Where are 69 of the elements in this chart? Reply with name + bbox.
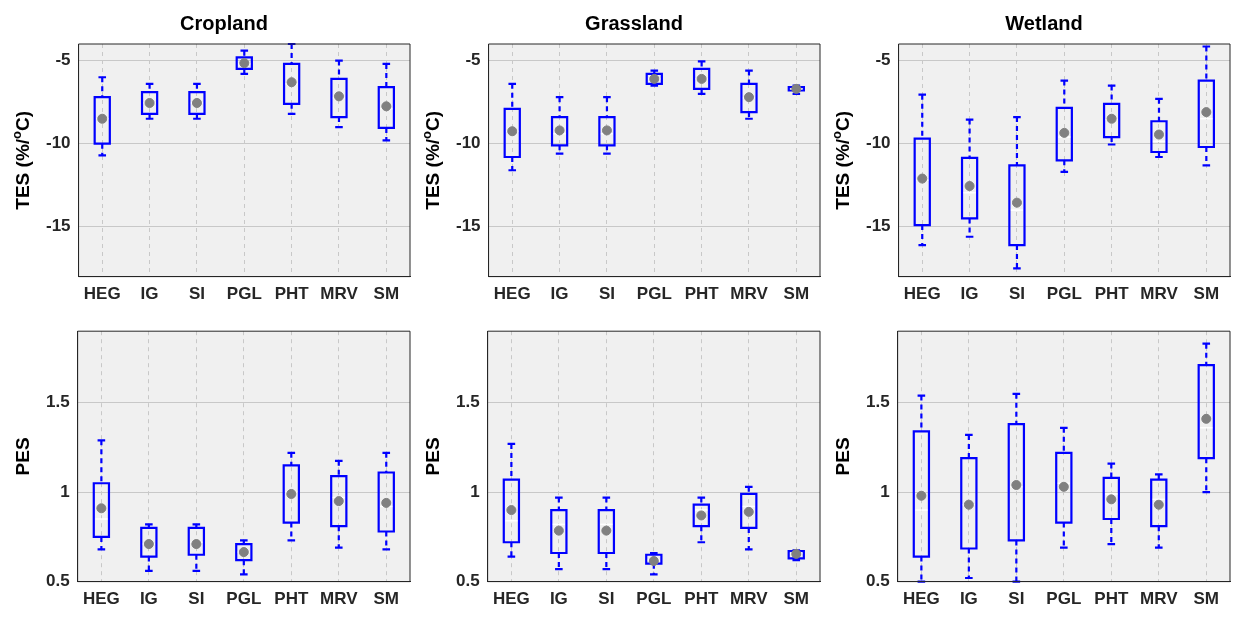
x-tick-label: SM	[373, 589, 400, 609]
y-tick-label: 1	[60, 481, 70, 501]
y-tick-label: 1	[880, 481, 890, 501]
y-tick-label: 1	[470, 481, 480, 501]
x-tick-label: HEG	[903, 284, 941, 304]
x-tick-label: PHT	[684, 284, 720, 304]
x-tick-label: IG	[959, 589, 978, 609]
x-tick-label: HEG	[492, 589, 530, 609]
x-tick-label: SM	[783, 589, 810, 609]
x-tick-label: SI	[598, 284, 615, 304]
y-tick-label: -15	[455, 216, 481, 236]
x-tick-label: SM	[1193, 589, 1220, 609]
x-tick-label: PHT	[684, 589, 719, 609]
y-axis-title: PES	[422, 437, 444, 476]
x-tick-label: PGL	[1046, 284, 1082, 304]
x-tick-label: IG	[139, 589, 158, 609]
x-tick-label: PHT	[274, 589, 309, 609]
x-tick-label: PGL	[636, 284, 672, 304]
y-tick-label: -15	[45, 216, 71, 236]
x-tick-label: IG	[549, 589, 568, 609]
x-tick-label: SI	[598, 589, 615, 609]
x-tick-label: MRV	[730, 284, 769, 304]
x-tick-label: PHT	[1094, 284, 1130, 304]
y-tick-label: -5	[875, 50, 891, 70]
x-tick-label: SM	[1193, 284, 1220, 304]
y-axis-title: PES	[12, 437, 34, 476]
y-tick-label: -5	[55, 50, 71, 70]
x-tick-label: SI	[1008, 589, 1025, 609]
y-axis-title: TES (%/oC)	[828, 110, 854, 210]
y-tick-label: -10	[45, 133, 71, 153]
x-tick-label: HEG	[902, 589, 940, 609]
y-tick-label: 1.5	[455, 392, 480, 412]
y-tick-label: -10	[455, 133, 481, 153]
x-tick-label: PGL	[636, 589, 672, 609]
y-axis-title: PES	[832, 437, 854, 476]
x-tick-label: MRV	[320, 589, 359, 609]
x-tick-label: HEG	[493, 284, 531, 304]
x-tick-label: SI	[1008, 284, 1025, 304]
x-tick-label: IG	[140, 284, 159, 304]
y-tick-label: -10	[865, 133, 891, 153]
x-tick-label: SI	[188, 284, 205, 304]
y-tick-label: -15	[865, 216, 891, 236]
x-tick-label: PGL	[226, 589, 262, 609]
x-tick-label: IG	[960, 284, 979, 304]
x-tick-label: MRV	[320, 284, 359, 304]
x-tick-label: SM	[373, 284, 400, 304]
x-tick-label: MRV	[1140, 589, 1179, 609]
x-tick-label: SM	[783, 284, 810, 304]
x-tick-label: IG	[550, 284, 569, 304]
y-tick-label: 0.5	[865, 571, 890, 591]
x-tick-label: PGL	[1046, 589, 1082, 609]
x-tick-label: PHT	[1094, 589, 1129, 609]
y-tick-label: 1.5	[45, 392, 70, 412]
y-axis-title: TES (%/oC)	[418, 110, 444, 210]
x-tick-label: MRV	[730, 589, 769, 609]
chart-title: Wetland	[1005, 11, 1083, 34]
y-tick-label: 0.5	[45, 571, 70, 591]
x-tick-label: MRV	[1140, 284, 1179, 304]
chart-title: Cropland	[180, 11, 268, 34]
x-tick-label: PGL	[226, 284, 262, 304]
x-tick-label: SI	[188, 589, 205, 609]
x-tick-label: HEG	[83, 284, 121, 304]
y-tick-label: 1.5	[865, 392, 890, 412]
y-tick-label: -5	[465, 50, 481, 70]
chart-title: Grassland	[585, 11, 683, 34]
x-tick-label: HEG	[82, 589, 120, 609]
x-tick-label: PHT	[274, 284, 310, 304]
y-axis-title: TES (%/oC)	[8, 110, 34, 210]
y-tick-label: 0.5	[455, 571, 480, 591]
